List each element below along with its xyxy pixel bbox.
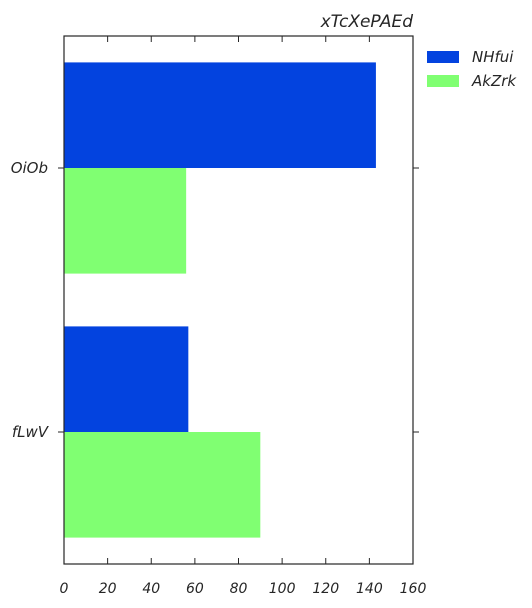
x-tick-label: 20: [99, 581, 117, 597]
bars-group: [64, 62, 376, 538]
bar-NHfui-OiOb: [64, 62, 376, 168]
legend-label-NHfui: NHfui: [472, 48, 514, 66]
y-tick-label: fLwV: [12, 423, 50, 441]
y-axis: OiOb fLwV: [11, 159, 419, 441]
legend-label-AkZrk: AkZrk: [471, 72, 517, 90]
x-tick-label: 40: [142, 581, 160, 597]
x-tick-label: 100: [269, 581, 296, 597]
x-tick-label: 0: [60, 581, 69, 597]
x-tick-label: 160: [400, 581, 427, 597]
y-tick-label: OiOb: [11, 159, 48, 177]
x-tick-label: 140: [356, 581, 383, 597]
x-tick-label: 80: [230, 581, 248, 597]
x-axis: 0 20 40 60 80 100 120 140 160: [60, 36, 427, 597]
bar-NHfui-fLwV: [64, 326, 189, 432]
x-tick-label: 120: [312, 581, 339, 597]
legend: NHfui AkZrk: [427, 48, 517, 90]
chart-title: xTcXePAEd: [320, 12, 414, 32]
legend-swatch-AkZrk: [427, 75, 459, 87]
bar-AkZrk-fLwV: [64, 432, 261, 538]
bar-AkZrk-OiOb: [64, 168, 187, 274]
legend-swatch-NHfui: [427, 51, 459, 63]
x-tick-label: 60: [186, 581, 204, 597]
